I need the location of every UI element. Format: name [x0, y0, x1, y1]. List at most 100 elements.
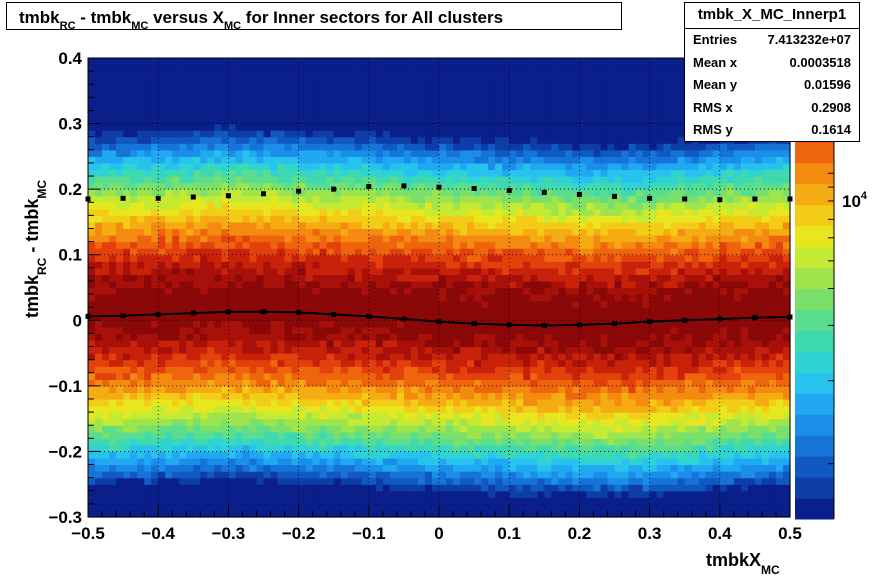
heatmap-cell [228, 320, 237, 328]
heatmap-cell [151, 425, 159, 433]
heatmap-cell [200, 503, 208, 512]
heatmap-cell [537, 208, 545, 216]
heatmap-cell [361, 248, 370, 256]
heatmap-cell [263, 136, 272, 144]
heatmap-cell [151, 228, 159, 236]
heatmap-cell [186, 471, 194, 479]
heatmap-cell [474, 457, 482, 466]
heatmap-cell [312, 359, 321, 367]
heatmap-cell [242, 418, 251, 426]
heatmap-cell [291, 143, 300, 151]
heatmap-cell [368, 405, 377, 413]
heatmap-cell [270, 477, 279, 485]
heatmap-cell [123, 346, 131, 354]
heatmap-cell [530, 77, 538, 85]
heatmap-cell [179, 497, 187, 505]
heatmap-cell [375, 451, 384, 459]
heatmap-cell [193, 412, 201, 420]
heatmap-cell [137, 254, 145, 262]
heatmap-cell [446, 326, 454, 334]
heatmap-cell [333, 471, 342, 479]
heatmap-cell [95, 143, 103, 151]
heatmap-cell [453, 123, 461, 131]
heatmap-cell [551, 385, 559, 394]
heatmap-cell [270, 162, 279, 171]
heatmap-cell [375, 241, 384, 249]
heatmap-cell [410, 438, 419, 446]
heatmap-cell [410, 287, 419, 295]
heatmap-cell [305, 235, 314, 243]
heatmap-cell [284, 169, 293, 177]
heatmap-cell [558, 431, 566, 439]
heatmap-cell [417, 274, 426, 282]
heatmap-cell [277, 235, 286, 243]
heatmap-cell [403, 156, 412, 164]
heatmap-cell [516, 110, 524, 118]
heatmap-cell [319, 221, 328, 230]
heatmap-cell [109, 405, 117, 413]
heatmap-cell [382, 156, 391, 164]
heatmap-cell [467, 261, 475, 269]
heatmap-cell [270, 254, 279, 262]
heatmap-cell [467, 84, 475, 92]
heatmap-cell [165, 359, 173, 367]
heatmap-cell [551, 103, 559, 112]
heatmap-cell [558, 195, 566, 203]
heatmap-cell [565, 353, 573, 361]
heatmap-cell [312, 418, 321, 426]
heatmap-cell [214, 117, 222, 125]
heatmap-cell [558, 326, 566, 334]
heatmap-cell [375, 182, 384, 190]
heatmap-cell [333, 267, 342, 275]
heatmap-cell [312, 353, 321, 361]
heatmap-cell [277, 372, 286, 380]
heatmap-cell [200, 241, 208, 249]
heatmap-cell [537, 471, 545, 479]
heatmap-cell [291, 156, 300, 164]
heatmap-cell [481, 241, 489, 249]
heatmap-cell [347, 490, 356, 498]
heatmap-cell [354, 477, 363, 485]
heatmap-cell [488, 366, 496, 374]
heatmap-cell [368, 307, 377, 315]
heatmap-cell [403, 149, 412, 157]
heatmap-cell [340, 359, 349, 367]
heatmap-cell [361, 326, 370, 334]
heatmap-cell [235, 326, 244, 334]
heatmap-cell [256, 444, 265, 453]
heatmap-cell [460, 143, 468, 151]
heatmap-cell [431, 195, 440, 203]
heatmap-cell [467, 235, 475, 243]
heatmap-cell [277, 366, 286, 374]
heatmap-cell [544, 84, 552, 92]
heatmap-cell [347, 77, 356, 85]
heatmap-cell [88, 195, 96, 203]
heatmap-cell [165, 438, 173, 446]
heatmap-cell [165, 326, 173, 334]
heatmap-cell [116, 267, 124, 275]
heatmap-cell [523, 84, 531, 92]
heatmap-cell [172, 110, 180, 118]
heatmap-cell [165, 464, 173, 472]
heatmap-cell [502, 471, 510, 479]
heatmap-cell [102, 490, 110, 498]
heatmap-cell [158, 326, 166, 334]
heatmap-cell [537, 438, 545, 446]
heatmap-cell [249, 215, 258, 223]
heatmap-cell [389, 320, 398, 328]
heatmap-cell [277, 149, 286, 157]
heatmap-cell [207, 366, 215, 374]
heatmap-cell [109, 457, 117, 466]
heatmap-cell [516, 156, 524, 164]
heatmap-cell [516, 346, 524, 354]
heatmap-cell [137, 320, 145, 328]
heatmap-cell [509, 398, 517, 407]
heatmap-cell [312, 77, 321, 85]
heatmap-cell [123, 405, 131, 413]
heatmap-cell [277, 431, 286, 439]
heatmap-cell [305, 333, 314, 341]
heatmap-cell [165, 189, 173, 197]
heatmap-cell [481, 221, 489, 230]
heatmap-cell [256, 235, 265, 243]
heatmap-cell [488, 471, 496, 479]
